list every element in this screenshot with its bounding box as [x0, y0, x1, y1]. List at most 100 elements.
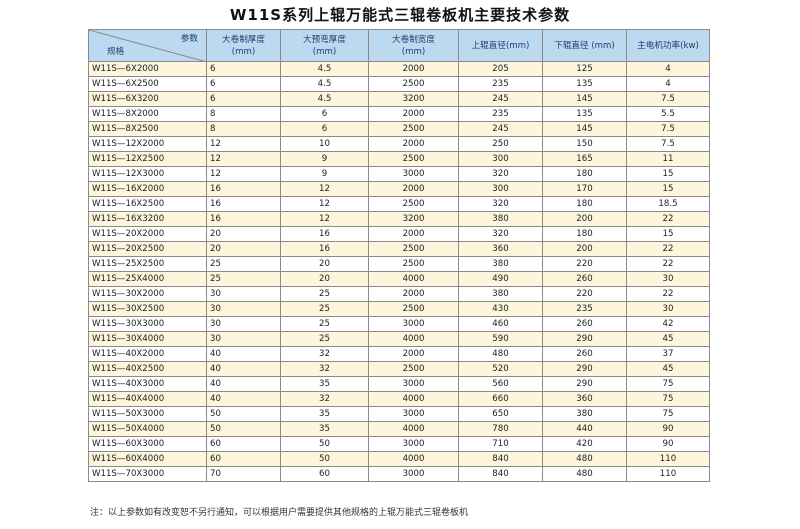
max-roll-width-cell: 2500 — [368, 301, 459, 317]
upper-roll-diameter-cell: 245 — [458, 121, 543, 137]
max-roll-thickness-cell: 30 — [206, 331, 281, 347]
max-prebend-thickness-cell: 25 — [280, 316, 369, 332]
max-roll-width-cell: 3200 — [368, 91, 459, 107]
header-upper-roll-diameter: 上辊直径(mm) — [458, 29, 543, 62]
max-roll-width-cell: 3000 — [368, 316, 459, 332]
max-roll-width-cell: 2500 — [368, 196, 459, 212]
table-row: W11S—50X3000 50 35 3000 650 380 75 — [88, 406, 710, 422]
model-cell: W11S—40X2500 — [88, 361, 207, 377]
max-roll-thickness-cell: 8 — [206, 121, 281, 137]
table-row: W11S—20X2500 20 16 2500 360 200 22 — [88, 241, 710, 257]
max-roll-width-cell: 2500 — [368, 241, 459, 257]
max-prebend-thickness-cell: 6 — [280, 121, 369, 137]
param-label: 参数 — [180, 34, 198, 44]
motor-power-cell: 30 — [626, 301, 710, 317]
upper-roll-diameter-cell: 520 — [458, 361, 543, 377]
max-roll-thickness-cell: 60 — [206, 451, 281, 467]
max-prebend-thickness-cell: 25 — [280, 301, 369, 317]
max-roll-width-cell: 4000 — [368, 421, 459, 437]
model-cell: W11S—8X2500 — [88, 121, 207, 137]
motor-power-cell: 75 — [626, 406, 710, 422]
upper-roll-diameter-cell: 205 — [458, 61, 543, 77]
footnote: 注：以上参数如有改变恕不另行通知，可以根据用户需要提供其他规格的上辊万能式三辊卷… — [90, 508, 469, 518]
table-row: W11S—6X2000 6 4.5 2000 205 125 4 — [88, 61, 710, 77]
max-roll-width-cell: 2500 — [368, 361, 459, 377]
motor-power-cell: 18.5 — [626, 196, 710, 212]
upper-roll-diameter-cell: 650 — [458, 406, 543, 422]
max-roll-width-cell: 4000 — [368, 451, 459, 467]
upper-roll-diameter-cell: 250 — [458, 136, 543, 152]
model-cell: W11S—20X2000 — [88, 226, 207, 242]
lower-roll-diameter-cell: 180 — [542, 196, 627, 212]
upper-roll-diameter-cell: 235 — [458, 76, 543, 92]
lower-roll-diameter-cell: 290 — [542, 361, 627, 377]
lower-roll-diameter-cell: 200 — [542, 211, 627, 227]
table-row: W11S—8X2500 8 6 2500 245 145 7.5 — [88, 121, 710, 137]
table-row: W11S—16X3200 16 12 3200 380 200 22 — [88, 211, 710, 227]
max-roll-thickness-cell: 16 — [206, 181, 281, 197]
lower-roll-diameter-cell: 440 — [542, 421, 627, 437]
header-max-roll-width: 大卷制宽度 (mm) — [368, 29, 459, 62]
model-cell: W11S—40X3000 — [88, 376, 207, 392]
max-roll-thickness-cell: 6 — [206, 91, 281, 107]
max-roll-thickness-cell: 16 — [206, 211, 281, 227]
motor-power-cell: 15 — [626, 166, 710, 182]
max-roll-width-cell: 3000 — [368, 166, 459, 182]
table-row: W11S—12X2500 12 9 2500 300 165 11 — [88, 151, 710, 167]
motor-power-cell: 110 — [626, 451, 710, 467]
max-roll-width-cell: 2000 — [368, 286, 459, 302]
max-prebend-thickness-cell: 6 — [280, 106, 369, 122]
max-prebend-thickness-cell: 32 — [280, 391, 369, 407]
motor-power-cell: 4 — [626, 76, 710, 92]
motor-power-cell: 22 — [626, 211, 710, 227]
max-roll-width-cell: 2500 — [368, 256, 459, 272]
max-prebend-thickness-cell: 32 — [280, 346, 369, 362]
motor-power-cell: 5.5 — [626, 106, 710, 122]
lower-roll-diameter-cell: 170 — [542, 181, 627, 197]
max-roll-width-cell: 2500 — [368, 121, 459, 137]
upper-roll-diameter-cell: 320 — [458, 196, 543, 212]
model-cell: W11S—30X3000 — [88, 316, 207, 332]
model-cell: W11S—30X2000 — [88, 286, 207, 302]
motor-power-cell: 7.5 — [626, 121, 710, 137]
max-roll-width-cell: 2000 — [368, 61, 459, 77]
model-cell: W11S—60X3000 — [88, 436, 207, 452]
table-row: W11S—30X2500 30 25 2500 430 235 30 — [88, 301, 710, 317]
lower-roll-diameter-cell: 260 — [542, 346, 627, 362]
max-prebend-thickness-cell: 4.5 — [280, 91, 369, 107]
max-roll-thickness-cell: 12 — [206, 136, 281, 152]
upper-roll-diameter-cell: 780 — [458, 421, 543, 437]
max-roll-width-cell: 4000 — [368, 271, 459, 287]
max-roll-thickness-cell: 60 — [206, 436, 281, 452]
upper-roll-diameter-cell: 380 — [458, 256, 543, 272]
table-row: W11S—60X3000 60 50 3000 710 420 90 — [88, 436, 710, 452]
motor-power-cell: 42 — [626, 316, 710, 332]
lower-roll-diameter-cell: 150 — [542, 136, 627, 152]
lower-roll-diameter-cell: 145 — [542, 121, 627, 137]
table-row: W11S—30X3000 30 25 3000 460 260 42 — [88, 316, 710, 332]
corner-header-cell: 参数 规格 — [88, 29, 207, 62]
spec-table: 参数 规格 大卷制厚度 (mm) 大预弯厚度 (mm) 大卷制宽度 (mm) 上辊直径… — [88, 29, 710, 482]
max-roll-thickness-cell: 30 — [206, 286, 281, 302]
motor-power-cell: 30 — [626, 271, 710, 287]
model-cell: W11S—50X4000 — [88, 421, 207, 437]
max-prebend-thickness-cell: 32 — [280, 361, 369, 377]
motor-power-cell: 4 — [626, 61, 710, 77]
motor-power-cell: 110 — [626, 466, 710, 482]
max-roll-width-cell: 4000 — [368, 391, 459, 407]
max-roll-thickness-cell: 6 — [206, 76, 281, 92]
max-roll-thickness-cell: 12 — [206, 166, 281, 182]
model-cell: W11S—60X4000 — [88, 451, 207, 467]
max-prebend-thickness-cell: 9 — [280, 166, 369, 182]
upper-roll-diameter-cell: 320 — [458, 226, 543, 242]
motor-power-cell: 22 — [626, 256, 710, 272]
header-max-roll-thickness: 大卷制厚度 (mm) — [206, 29, 281, 62]
table-row: W11S—25X2500 25 20 2500 380 220 22 — [88, 256, 710, 272]
max-roll-width-cell: 2000 — [368, 181, 459, 197]
lower-roll-diameter-cell: 200 — [542, 241, 627, 257]
model-cell: W11S—6X2000 — [88, 61, 207, 77]
max-prebend-thickness-cell: 10 — [280, 136, 369, 152]
max-prebend-thickness-cell: 9 — [280, 151, 369, 167]
max-roll-thickness-cell: 8 — [206, 106, 281, 122]
table-row: W11S—60X4000 60 50 4000 840 480 110 — [88, 451, 710, 467]
